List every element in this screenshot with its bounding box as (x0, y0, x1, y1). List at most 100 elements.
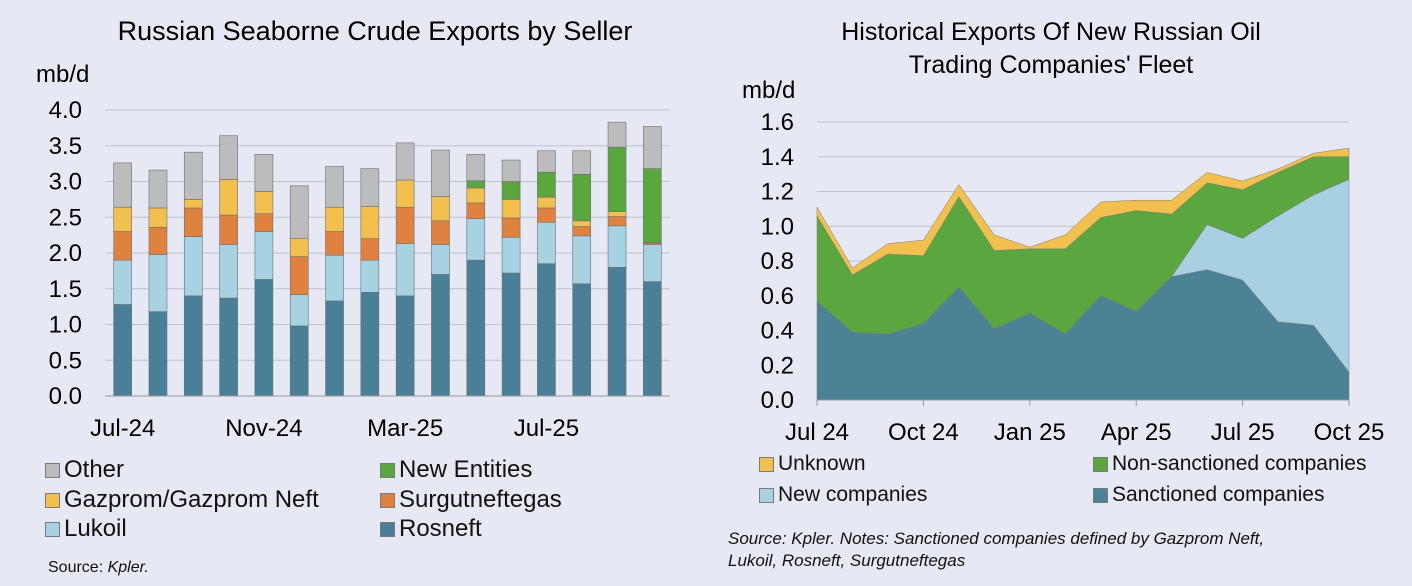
bar-segment-lukoil (219, 244, 238, 299)
bar-segment-gazprom-gazprom-neft (572, 220, 592, 227)
legend-label-lukoil: Lukoil (64, 515, 127, 542)
bar-segment-rosneft (325, 300, 344, 397)
bar-source-label: Source: (48, 559, 108, 576)
bar-segment-other (501, 159, 521, 182)
bar-segment-rosneft (148, 311, 168, 397)
bar-chart-source: Source: Kpler. (48, 559, 149, 577)
trading-fleet-area-chart: Historical Exports Of New Russian Oil Tr… (742, 18, 1384, 446)
bar-segment-lukoil (148, 254, 168, 312)
bar-y-tick-label: 1.0 (49, 312, 82, 339)
bar-segment-rosneft (395, 295, 415, 397)
area-y-tick-label: 0.6 (761, 283, 794, 310)
bar-chart-ylabel: mb/d (36, 61, 89, 88)
bar-segment-rosneft (572, 283, 592, 397)
legend-item-non-sanctioned: Non-sanctioned companies (1093, 452, 1366, 476)
bar-y-tick-label: 1.5 (49, 276, 82, 303)
bar-segment-surgutneftegas (289, 256, 309, 295)
area-x-tick-label: Jul 24 (785, 419, 849, 446)
legend-label-unknown: Unknown (778, 452, 866, 475)
area-chart-legend: Unknown Non-sanctioned companies New com… (706, 452, 1412, 512)
area-x-tick-label: Apr 25 (1101, 419, 1172, 446)
bar-x-tick-label: Jul-24 (90, 415, 155, 442)
legend-swatch-rosneft (380, 521, 395, 537)
bar-segment-lukoil (113, 259, 132, 305)
bar-segment-surgutneftegas (607, 216, 627, 227)
bar-segment-rosneft (466, 259, 486, 397)
bar-segment-surgutneftegas (572, 226, 592, 237)
bar-segment-lukoil (501, 236, 521, 274)
bar-segment-lukoil (289, 294, 309, 327)
bar-segment-rosneft (537, 263, 556, 397)
bar-segment-rosneft (113, 304, 132, 397)
bar-segment-other (289, 185, 309, 239)
legend-item-new-companies: New companies (759, 483, 927, 507)
bar-segment-lukoil (572, 235, 592, 285)
legend-item-surgutneftegas: Surgutneftegas (380, 486, 562, 514)
bar-segment-lukoil (254, 231, 274, 280)
bar-segment-gazprom-gazprom-neft (395, 179, 415, 208)
area-y-tick-label: 1.4 (761, 144, 794, 171)
bar-y-tick-label: 4.0 (49, 97, 82, 124)
bar-segment-surgutneftegas (325, 231, 344, 256)
bar-segment-rosneft (183, 295, 203, 397)
bar-segment-lukoil (466, 218, 486, 261)
legend-item-gazprom: Gazprom/Gazprom Neft (45, 486, 319, 514)
area-source-line1: Source: Kpler. Notes: Sanctioned compani… (728, 529, 1265, 548)
bar-segment-other (183, 151, 203, 200)
legend-swatch-surgutneftegas (380, 492, 395, 508)
bar-segment-gazprom-gazprom-neft (537, 196, 556, 209)
bar-segment-other (219, 135, 238, 180)
bar-segment-surgutneftegas (537, 207, 556, 223)
bar-source-value: Kpler. (107, 559, 149, 576)
bar-segment-rosneft (431, 274, 450, 397)
seaborne-exports-bar-chart: Russian Seaborne Crude Exports by Seller… (36, 16, 670, 442)
bar-chart-legend: Other New Entities Gazprom/Gazprom Neft … (0, 452, 700, 542)
legend-label-sanctioned: Sanctioned companies (1112, 483, 1325, 506)
legend-label-other: Other (64, 456, 125, 483)
bar-segment-lukoil (183, 236, 203, 297)
bar-segment-new-entities (466, 180, 486, 189)
area-chart-ylabel: mb/d (742, 77, 795, 104)
left-chart-panel: Russian Seaborne Crude Exports by Seller… (0, 0, 700, 586)
bar-segment-gazprom-gazprom-neft (466, 187, 486, 204)
bar-segment-gazprom-gazprom-neft (219, 179, 238, 216)
bar-segment-rosneft (289, 325, 309, 397)
bar-segment-other (431, 149, 450, 197)
area-y-tick-label: 0.8 (761, 248, 794, 275)
bar-segment-gazprom-gazprom-neft (360, 206, 380, 239)
bar-segment-lukoil (431, 244, 450, 275)
area-y-tick-label: 0.0 (761, 387, 794, 414)
bar-segment-surgutneftegas (501, 217, 521, 238)
area-x-tick-label: Oct 24 (888, 419, 959, 446)
bar-y-tick-label: 2.0 (49, 240, 82, 267)
bar-segment-other (643, 126, 662, 169)
bar-y-tick-label: 3.0 (49, 169, 82, 196)
area-y-tick-label: 0.2 (761, 352, 794, 379)
bar-x-tick-label: Nov-24 (225, 415, 302, 442)
legend-label-non-sanctioned: Non-sanctioned companies (1112, 452, 1367, 475)
bar-segment-rosneft (219, 297, 238, 397)
bar-segment-other (360, 168, 380, 207)
bar-segment-lukoil (360, 259, 380, 293)
legend-swatch-unknown (759, 456, 774, 472)
bar-segment-gazprom-gazprom-neft (148, 207, 168, 228)
legend-swatch-other (45, 462, 60, 478)
bar-segment-surgutneftegas (183, 207, 203, 237)
legend-item-new-entities: New Entities (380, 456, 532, 484)
bar-y-tick-label: 0.0 (49, 383, 82, 410)
legend-item-lukoil: Lukoil (45, 515, 127, 543)
legend-item-sanctioned: Sanctioned companies (1093, 483, 1324, 507)
bar-segment-surgutneftegas (395, 206, 415, 245)
bar-segment-other (572, 150, 592, 175)
bar-segment-other (254, 154, 274, 192)
bar-segment-gazprom-gazprom-neft (325, 206, 344, 232)
bar-segment-surgutneftegas (113, 231, 132, 261)
legend-label-rosneft: Rosneft (399, 515, 482, 542)
legend-swatch-new-companies (759, 487, 774, 503)
bar-segment-surgutneftegas (254, 213, 274, 232)
bar-segment-rosneft (254, 279, 274, 397)
bar-segment-new-entities (572, 174, 592, 222)
bar-segment-surgutneftegas (219, 214, 238, 245)
bar-segment-gazprom-gazprom-neft (431, 196, 450, 222)
bar-x-tick-label: Jul-25 (514, 415, 579, 442)
